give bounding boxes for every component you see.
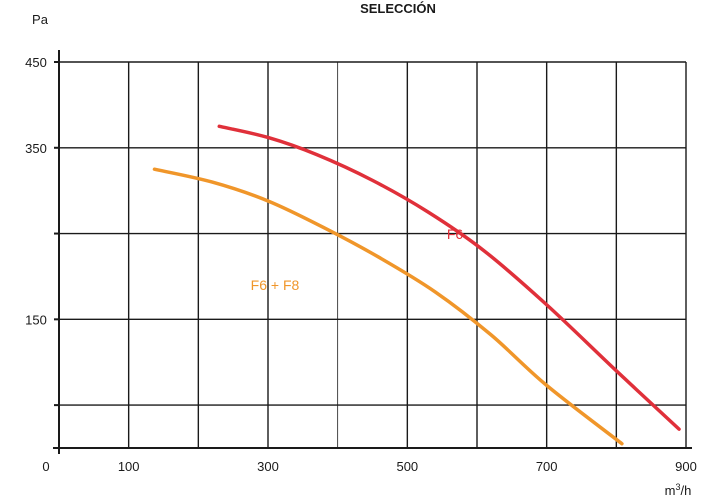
x-tick-label: 300	[257, 459, 279, 474]
x-tick-label: 900	[675, 459, 697, 474]
x-tick-label: 100	[118, 459, 140, 474]
y-tick-label: 150	[25, 312, 47, 327]
grid	[59, 61, 687, 448]
series-label: F6 + F8	[251, 277, 300, 293]
series-line-f6-f8	[152, 167, 624, 446]
chart-title: SELECCIÓN	[360, 1, 436, 16]
x-tick-label: 0	[42, 459, 49, 474]
axes	[53, 50, 692, 454]
x-tick-label: 500	[396, 459, 418, 474]
series-group: F6 F6 + F8	[152, 124, 681, 446]
x-tick-label: 700	[536, 459, 558, 474]
y-tick-label: 450	[25, 55, 47, 70]
series-label: F6	[447, 226, 464, 242]
series-line-f6	[217, 124, 681, 431]
x-axis-label: m3/h	[665, 482, 692, 498]
y-axis-label: Pa	[32, 12, 49, 27]
tick-labels: 0 100 300 500 700 900 150 350 450	[25, 55, 697, 474]
y-tick-label: 350	[25, 141, 47, 156]
